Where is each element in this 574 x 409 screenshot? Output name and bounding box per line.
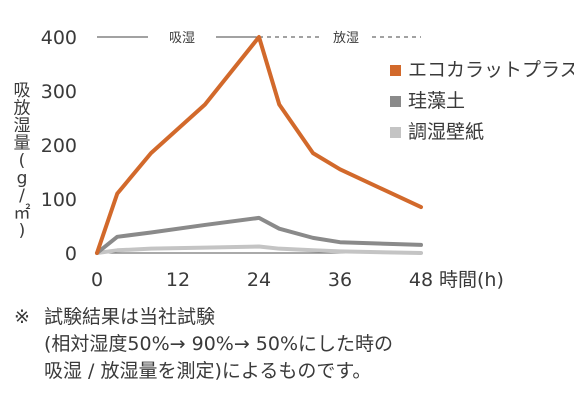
legend-label: 珪藻土 [408, 90, 465, 112]
x-tick-24: 24 [247, 269, 271, 291]
y-label-char: 吸 [14, 81, 31, 101]
y-label-char: ) [19, 221, 26, 241]
series-lines [95, 35, 423, 255]
phase-absorb-label: 吸湿 [169, 31, 195, 46]
legend-swatch [390, 127, 401, 138]
series-line-調湿壁紙 [95, 244, 423, 255]
legend-label: エコカラットプラス [408, 59, 574, 81]
legend-swatch [390, 96, 401, 107]
x-tick-48: 48 [409, 269, 433, 291]
y-tick-400: 400 [41, 27, 77, 49]
y-label-char: ㎡ [14, 204, 31, 224]
y-tick-0: 0 [65, 243, 77, 265]
x-tick-0: 0 [91, 269, 103, 291]
legend-swatch [390, 65, 401, 76]
note-line-3: 吸湿 / 放湿量を測定)によるものです。 [44, 360, 372, 382]
y-label-char: 量 [14, 134, 31, 154]
y-label-char: g [17, 169, 28, 189]
y-label-char: 放 [14, 99, 31, 119]
x-tick-36: 36 [328, 269, 352, 291]
x-axis-ticks: 0 12 24 36 48 [91, 269, 433, 291]
y-tick-100: 100 [41, 189, 77, 211]
y-label-char: 湿 [14, 116, 31, 136]
footnote: ※ 試験結果は当社試験 (相対湿度50%→ 90%→ 50%にした時の 吸湿 / … [14, 304, 393, 385]
x-tick-12: 12 [166, 269, 190, 291]
series-line-珪藻土 [95, 215, 423, 255]
y-axis-ticks: 0 100 200 300 400 [41, 27, 77, 265]
y-label-char: ( [19, 151, 26, 171]
x-axis-label: 時間(h) [439, 269, 504, 291]
y-label-char: / [19, 186, 25, 206]
y-tick-200: 200 [41, 135, 77, 157]
series-line-エコカラットプラス [95, 35, 423, 255]
y-tick-300: 300 [41, 81, 77, 103]
note-line-1: 試験結果は当社試験 [44, 306, 216, 328]
phase-annotations: 吸湿 放湿 [97, 31, 421, 46]
phase-release-label: 放湿 [333, 31, 359, 46]
note-mark: ※ [14, 306, 30, 328]
legend-label: 調湿壁紙 [408, 121, 484, 143]
note-line-2: (相対湿度50%→ 90%→ 50%にした時の [44, 333, 394, 355]
